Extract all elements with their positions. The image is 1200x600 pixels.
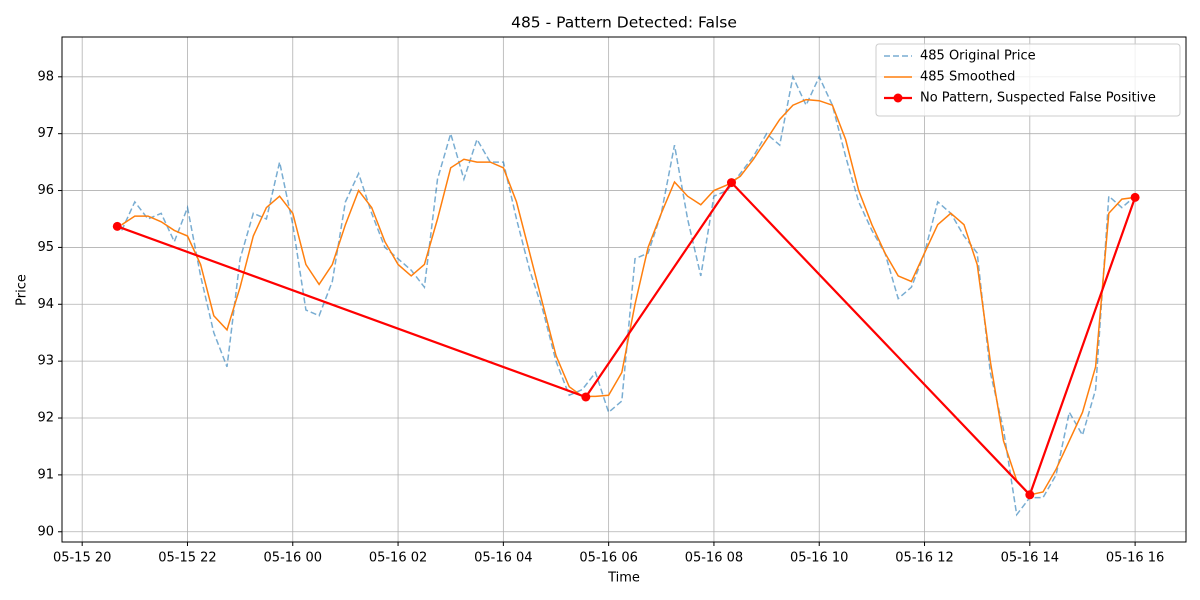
data-line	[121, 98, 1136, 496]
x-tick-label: 05-15 22	[158, 551, 216, 566]
data-line	[121, 74, 1136, 517]
x-tick-label: 05-16 14	[1001, 551, 1059, 566]
data-point	[112, 221, 122, 231]
legend-marker	[893, 93, 903, 103]
y-tick-label: 98	[37, 69, 54, 84]
x-tick-label: 05-16 10	[790, 551, 848, 566]
data-point	[581, 392, 591, 402]
grid: 90 91 92 93 94 95 96 97 98 05-15 20 05-15 22 05-16 …	[37, 37, 1186, 566]
x-tick-label: 05-16 16	[1106, 551, 1164, 566]
data-point	[726, 178, 736, 188]
data-point	[1025, 490, 1035, 500]
y-tick-label: 92	[37, 411, 54, 426]
legend-label: 485 Smoothed	[920, 70, 1015, 85]
x-tick-label: 05-16 12	[895, 551, 953, 566]
y-tick-label: 90	[37, 524, 54, 539]
x-tick-label: 05-16 04	[474, 551, 532, 566]
x-tick-label: 05-16 08	[685, 551, 743, 566]
y-tick-label: 97	[37, 126, 54, 141]
y-tick-label: 96	[37, 183, 54, 198]
x-tick-label: 05-15 20	[53, 551, 111, 566]
x-axis-label: Time	[607, 571, 640, 586]
legend-frame	[875, 43, 1181, 117]
axes-frame	[61, 36, 1187, 543]
y-tick-label: 94	[37, 297, 54, 312]
legend-label: No Pattern, Suspected False Positive	[920, 91, 1156, 106]
x-tick-label: 05-16 00	[264, 551, 322, 566]
legend-label: 485 Original Price	[920, 49, 1036, 64]
y-tick-label: 93	[37, 354, 54, 369]
data-point	[1130, 192, 1140, 202]
x-tick-label: 05-16 02	[369, 551, 427, 566]
x-tick-label: 05-16 06	[579, 551, 637, 566]
y-tick-label: 91	[37, 467, 54, 482]
y-tick-label: 95	[37, 240, 54, 255]
plot-area	[112, 74, 1140, 517]
chart-title: 485 - Pattern Detected: False	[511, 14, 737, 32]
y-axis-label: Price	[15, 274, 30, 306]
legend: 485 Original Price 485 Smoothed No Pattern…	[875, 43, 1181, 117]
